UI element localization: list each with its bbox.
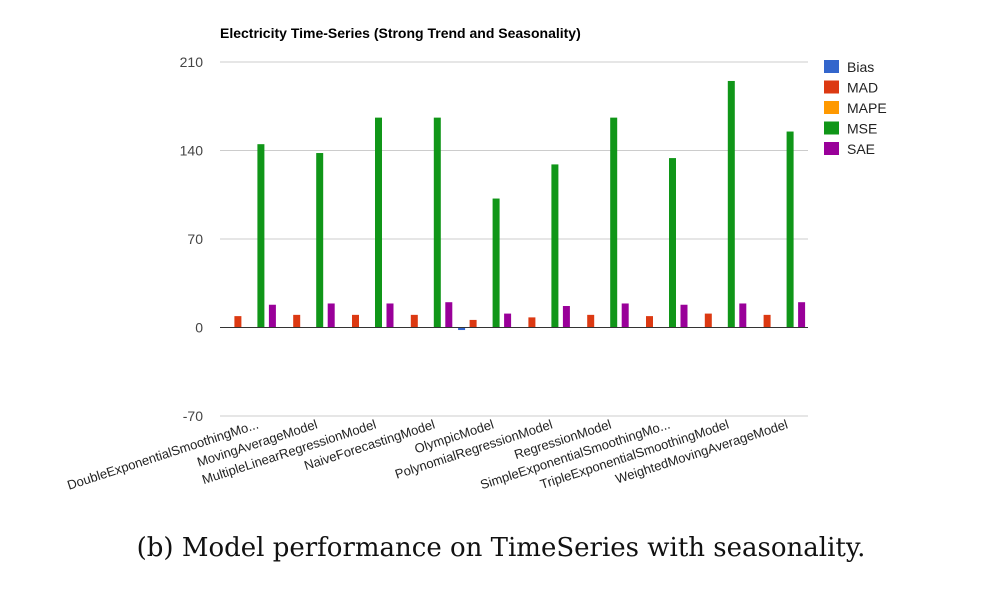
bar-sae xyxy=(504,313,512,328)
bar-mad xyxy=(469,319,477,328)
bar-mad xyxy=(528,317,536,328)
legend-swatch-bias xyxy=(824,60,839,73)
legend-label: SAE xyxy=(847,141,875,157)
bar-mse xyxy=(375,117,382,328)
legend-label: Bias xyxy=(847,59,874,75)
y-tick-label: 70 xyxy=(187,231,203,247)
bar-mad xyxy=(763,314,771,328)
legend-label: MAD xyxy=(847,80,878,96)
bar-mse xyxy=(610,117,618,328)
bar-sae xyxy=(739,303,747,328)
legend: Bias MAD MAPE MSE SAE xyxy=(824,59,887,157)
category-labels: DoubleExponentialSmoothingMo...MovingAve… xyxy=(65,417,789,493)
bar-mse xyxy=(257,144,265,328)
legend-swatch-mse xyxy=(824,121,839,135)
legend-swatch-sae xyxy=(824,142,839,155)
bar-sae xyxy=(445,302,453,328)
bar-mad xyxy=(293,314,301,328)
y-tick-label: -70 xyxy=(183,408,203,424)
gridlines xyxy=(220,61,808,417)
bar-mad xyxy=(410,314,418,328)
y-tick-label: 210 xyxy=(180,54,204,70)
bar-mad xyxy=(587,314,595,328)
bar-sae xyxy=(798,302,806,328)
y-tick-label: 140 xyxy=(180,143,204,159)
bars xyxy=(234,80,806,331)
bar-sae xyxy=(268,304,276,328)
bar-chart: Electricity Time-Series (Strong Trend an… xyxy=(65,25,887,493)
legend-label: MSE xyxy=(847,121,877,137)
y-tick-label: 0 xyxy=(195,320,203,336)
chart-title: Electricity Time-Series (Strong Trend an… xyxy=(220,25,581,41)
bar-mad xyxy=(646,316,653,328)
y-axis-ticks: 210 140 70 0 -70 xyxy=(180,54,204,424)
figure-caption: (b) Model performance on TimeSeries with… xyxy=(136,533,866,563)
bar-mad xyxy=(352,314,359,328)
bar-mad xyxy=(704,313,712,328)
bar-mad xyxy=(234,316,242,328)
bar-mse xyxy=(316,153,324,328)
bar-mse xyxy=(669,158,676,328)
bar-bias xyxy=(458,327,466,331)
bar-sae xyxy=(386,303,394,328)
bar-mse xyxy=(786,131,794,328)
legend-swatch-mape xyxy=(824,101,839,114)
legend-label: MAPE xyxy=(847,100,887,116)
bar-mse xyxy=(492,198,500,328)
bar-sae xyxy=(680,304,688,328)
bar-sae xyxy=(621,303,629,328)
bar-mse xyxy=(727,80,735,328)
bar-mse xyxy=(551,164,559,328)
legend-swatch-mad xyxy=(824,80,839,94)
bar-sae xyxy=(562,306,570,328)
bar-mse xyxy=(433,117,441,328)
bar-sae xyxy=(327,303,335,328)
